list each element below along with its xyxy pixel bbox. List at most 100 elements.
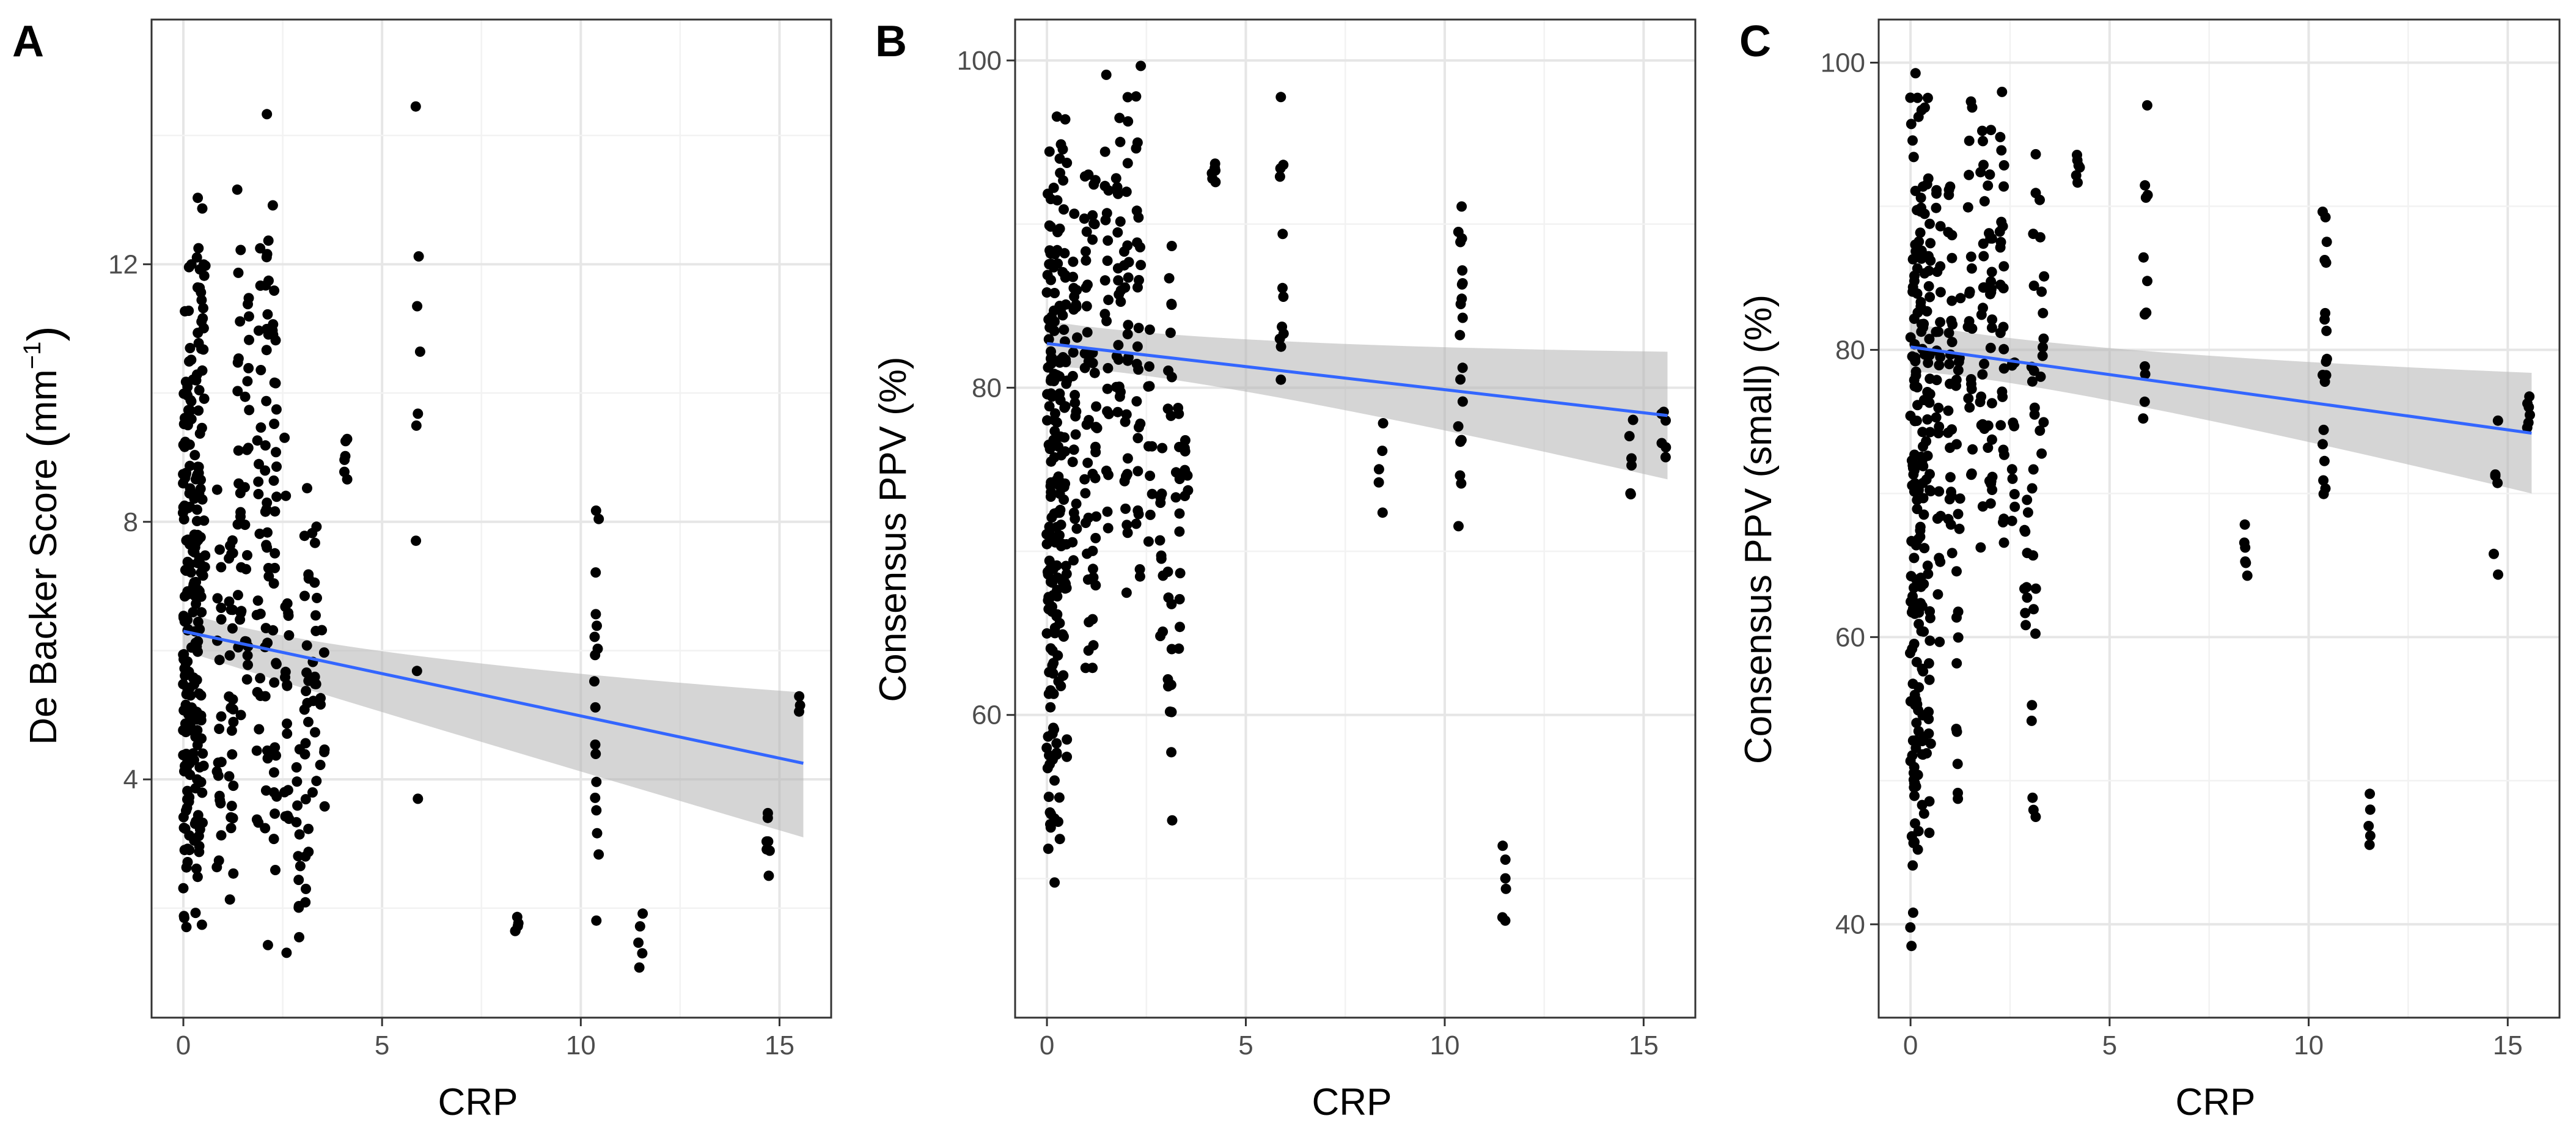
- data-point: [1165, 680, 1176, 690]
- data-point: [1915, 227, 1926, 238]
- data-point: [1062, 734, 1073, 745]
- data-point: [2037, 350, 2048, 361]
- data-point: [199, 270, 210, 281]
- data-point: [1985, 342, 1996, 353]
- data-point: [1088, 218, 1099, 229]
- data-point: [1113, 340, 1124, 351]
- data-point: [1978, 160, 1989, 171]
- data-point: [1965, 96, 1976, 107]
- data-point: [1070, 389, 1081, 400]
- data-point: [2140, 180, 2151, 191]
- data-point: [1090, 441, 1101, 452]
- panel-b-x-tick-label: 0: [1040, 1030, 1054, 1060]
- data-point: [194, 840, 205, 851]
- data-point: [1132, 341, 1143, 352]
- data-point: [262, 109, 273, 120]
- data-point: [1983, 180, 1994, 191]
- data-point: [1136, 61, 1147, 72]
- data-point: [1052, 417, 1062, 428]
- data-point: [1905, 922, 1916, 933]
- data-point: [216, 711, 227, 722]
- data-point: [1953, 787, 1963, 798]
- data-point: [1921, 179, 1932, 189]
- data-point: [1916, 626, 1927, 637]
- data-point: [1923, 251, 1934, 262]
- data-point: [1144, 324, 1155, 335]
- data-point: [293, 851, 304, 862]
- data-point: [1090, 472, 1101, 483]
- data-point: [178, 823, 189, 833]
- data-point: [1906, 941, 1917, 952]
- data-point: [197, 365, 208, 376]
- data-point: [1274, 333, 1285, 344]
- data-point: [1925, 389, 1936, 400]
- data-point: [2493, 569, 2503, 580]
- data-point: [284, 630, 295, 641]
- data-point: [2321, 356, 2332, 367]
- data-point: [1134, 571, 1145, 582]
- data-point: [184, 725, 195, 736]
- data-point: [1945, 472, 1956, 483]
- data-point: [1087, 614, 1098, 625]
- data-point: [1964, 169, 1975, 180]
- data-point: [226, 823, 237, 834]
- data-point: [1057, 144, 1068, 155]
- data-point: [1921, 436, 1932, 447]
- panel-b-y-tick-label: 100: [957, 46, 1002, 76]
- panel-b-points: [1041, 61, 1671, 926]
- data-point: [1923, 265, 1934, 276]
- data-point: [1935, 556, 1946, 567]
- data-point: [2035, 194, 2045, 205]
- data-point: [2028, 365, 2039, 376]
- data-point: [251, 745, 262, 756]
- data-point: [1049, 628, 1060, 639]
- data-point: [243, 293, 254, 304]
- data-point: [794, 691, 805, 702]
- data-point: [301, 686, 312, 697]
- data-point: [1275, 92, 1286, 103]
- data-point: [1041, 628, 1052, 639]
- data-point: [183, 405, 194, 416]
- data-point: [1967, 444, 1978, 455]
- data-point: [1069, 291, 1080, 302]
- data-point: [1275, 163, 1286, 174]
- data-point: [1043, 334, 1054, 345]
- data-point: [1500, 854, 1511, 865]
- data-point: [262, 939, 273, 950]
- panel-b-x-tick-label: 5: [1238, 1030, 1253, 1060]
- data-point: [2036, 286, 2047, 297]
- data-point: [1121, 409, 1132, 420]
- data-point: [1155, 498, 1166, 509]
- data-point: [1943, 427, 1953, 438]
- data-point: [1087, 564, 1098, 575]
- data-point: [254, 724, 265, 735]
- data-point: [410, 101, 421, 112]
- data-point: [1087, 545, 1098, 556]
- data-point: [1046, 353, 1056, 364]
- data-point: [1131, 205, 1142, 216]
- data-point: [2240, 557, 2251, 568]
- data-point: [1055, 504, 1066, 515]
- panel-a-y-title-unit: mm: [23, 369, 65, 432]
- data-point: [212, 593, 223, 604]
- data-point: [1925, 606, 1936, 617]
- data-point: [1043, 792, 1054, 803]
- data-point: [1925, 218, 1935, 229]
- data-point: [242, 650, 253, 661]
- data-point: [193, 243, 204, 254]
- data-point: [634, 962, 645, 973]
- data-point: [339, 466, 350, 477]
- data-point: [1931, 202, 1942, 213]
- data-point: [1914, 236, 1925, 247]
- data-point: [1067, 370, 1078, 381]
- data-point: [1457, 312, 1468, 323]
- data-point: [1998, 343, 2009, 354]
- data-point: [1136, 260, 1147, 271]
- data-point: [216, 562, 227, 573]
- data-point: [1909, 553, 1920, 564]
- data-point: [184, 845, 195, 856]
- data-point: [1377, 446, 1388, 457]
- panel-c-x-tick-label: 15: [2493, 1030, 2523, 1060]
- data-point: [188, 672, 199, 683]
- data-point: [2028, 550, 2039, 561]
